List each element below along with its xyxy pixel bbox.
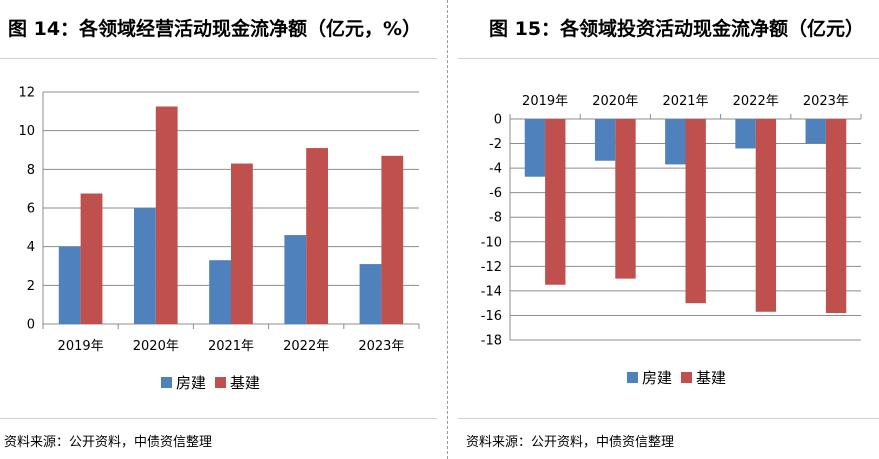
left-y-tick-label: 2 xyxy=(27,279,35,294)
right-y-tick-label: -4 xyxy=(489,162,502,177)
right-y-tick-label: -8 xyxy=(489,211,502,226)
left-x-category-label: 2022年 xyxy=(283,339,329,354)
right-chart-title: 图 15：各领域投资活动现金流净额（亿元） xyxy=(489,18,865,40)
right-legend-swatch xyxy=(681,372,692,383)
left-bar-jijian xyxy=(155,106,178,324)
left-chart-title: 图 14：各领域经营活动现金流净额（亿元，%） xyxy=(8,18,422,40)
right-y-tick-label: -14 xyxy=(481,284,502,299)
right-y-tick-label: -2 xyxy=(489,137,502,152)
right-bar-jijian xyxy=(685,119,706,304)
right-legend-label: 房建 xyxy=(642,369,672,387)
right-source-note: 资料来源：公开资料，中债资信整理 xyxy=(466,435,675,450)
left-x-category-label: 2020年 xyxy=(133,339,179,354)
right-x-category-label: 2023年 xyxy=(803,94,849,109)
left-bar-jijian xyxy=(231,163,253,324)
right-bar-jijian xyxy=(755,119,777,312)
left-source-rule xyxy=(0,418,437,419)
left-y-tick-label: 10 xyxy=(18,124,35,139)
right-y-tick-label: -18 xyxy=(481,334,502,349)
right-x-category-label: 2022年 xyxy=(733,94,779,109)
right-bar-fangjian xyxy=(735,119,756,149)
panel-divider xyxy=(447,0,448,459)
left-legend-swatch xyxy=(161,377,172,388)
right-bar-fangjian xyxy=(665,119,686,165)
left-bar-jijian xyxy=(306,148,329,324)
right-bar-fangjian xyxy=(805,119,826,144)
left-y-tick-label: 0 xyxy=(27,318,35,333)
right-y-tick-label: -10 xyxy=(481,235,502,250)
right-title-rule xyxy=(458,58,879,59)
left-bar-fangjian xyxy=(359,264,382,324)
right-bar-jijian xyxy=(545,119,566,285)
right-bar-fangjian xyxy=(524,119,546,177)
left-x-category-label: 2021年 xyxy=(208,339,254,354)
right-x-category-label: 2019年 xyxy=(522,94,568,109)
right-y-tick-label: -16 xyxy=(481,309,502,324)
right-source-rule xyxy=(458,418,879,419)
right-chart-svg: 0 -2 -4 -6 -8 -10 -12 -14 -16 -18 2019年 2020年 2021年 2… xyxy=(481,94,862,387)
left-x-category-label: 2019年 xyxy=(58,339,104,354)
right-chart-panel: 图 15：各领域投资活动现金流净额（亿元） 0 -2 -4 -6 -8 -10 -12 -14… xyxy=(458,0,879,459)
right-x-category-label: 2021年 xyxy=(662,94,708,109)
left-y-tick-label: 6 xyxy=(27,202,35,217)
left-bar-fangjian xyxy=(133,208,156,324)
left-bar-jijian xyxy=(80,193,103,324)
left-legend-label: 房建 xyxy=(176,374,206,392)
left-legend-swatch xyxy=(215,377,226,388)
left-bar-fangjian xyxy=(209,260,231,324)
right-bar-jijian xyxy=(825,119,847,313)
left-bar-jijian xyxy=(381,155,404,324)
right-bar-jijian xyxy=(615,119,636,279)
left-title-rule xyxy=(0,58,437,59)
left-bar-fangjian xyxy=(284,235,307,324)
left-y-tick-label: 4 xyxy=(27,240,35,255)
right-legend-label: 基建 xyxy=(696,369,726,387)
right-legend-swatch xyxy=(627,372,638,383)
right-bar-fangjian xyxy=(594,119,616,161)
right-x-category-label: 2020年 xyxy=(592,94,638,109)
left-source-note: 资料来源：公开资料，中债资信整理 xyxy=(4,435,213,450)
left-y-tick-label: 8 xyxy=(27,163,35,178)
left-bar-fangjian xyxy=(58,246,81,324)
left-x-category-label: 2023年 xyxy=(358,339,404,354)
left-chart-panel: 图 14：各领域经营活动现金流净额（亿元，%） 0 2 4 6 8 10 12 2019年 20… xyxy=(0,0,437,459)
right-y-tick-label: -12 xyxy=(481,260,502,275)
left-legend-label: 基建 xyxy=(230,374,260,392)
right-y-tick-label: 0 xyxy=(494,113,502,128)
left-y-tick-label: 12 xyxy=(18,86,35,101)
right-y-tick-label: -6 xyxy=(489,186,502,201)
